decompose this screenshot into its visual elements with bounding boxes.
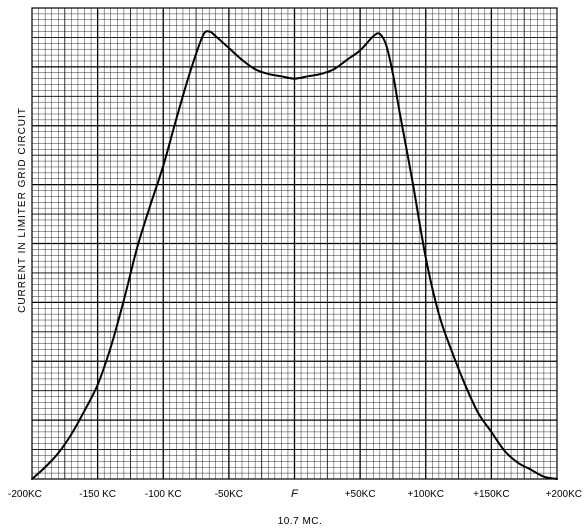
x-axis-label: 10.7 MC. [278,516,323,527]
plot-border [31,7,558,480]
tick-labels: -200KC -150 KC -100 KC -50KC F +50KC +100KC +15… [8,488,582,500]
x-tick-label: +150KC [473,489,509,500]
series-layer [31,30,558,480]
x-tick-label: +200KC [546,489,582,500]
grid-major [32,8,557,479]
series-line-0 [31,30,558,480]
x-tick-label: F [291,488,299,500]
x-tick-label: -50KC [215,489,243,500]
x-tick-label: -100 KC [145,489,182,500]
x-tick-label: -150 KC [79,489,116,500]
x-tick-label: -200KC [8,489,42,500]
x-tick-label: +50KC [345,489,376,500]
x-tick-label: +100KC [408,489,444,500]
y-axis-label: CURRENT IN LIMITER GRID CIRCUIT [17,107,28,313]
